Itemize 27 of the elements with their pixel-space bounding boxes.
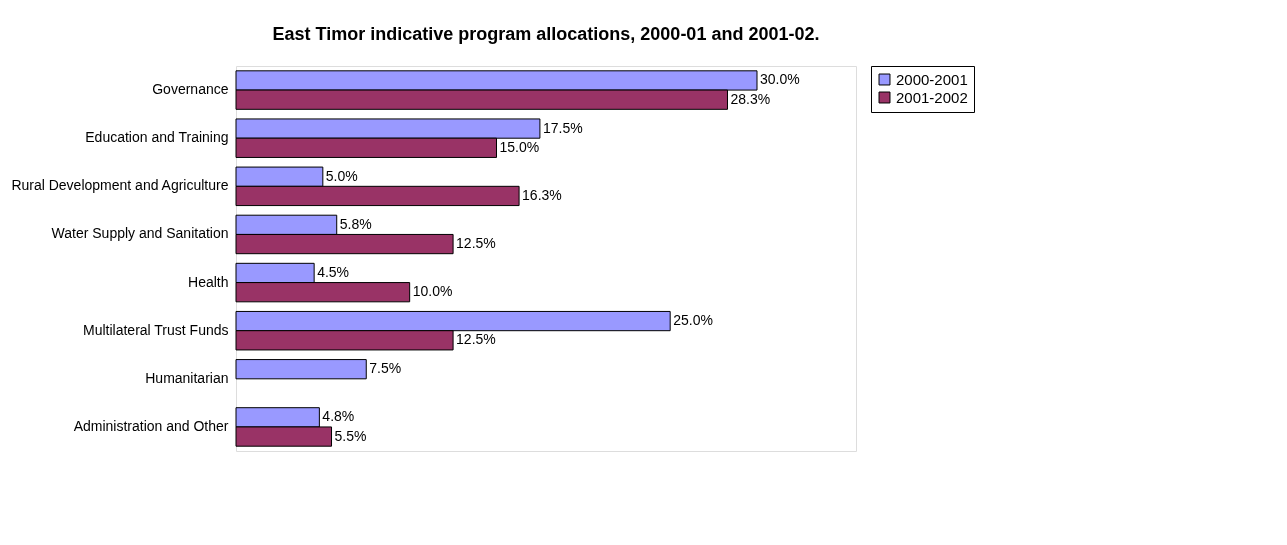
y-tick-label: Education and Training (85, 129, 229, 146)
data-label: 4.8% (322, 408, 355, 425)
data-label: 30.0% (760, 71, 800, 88)
y-tick-label: Health (188, 273, 229, 290)
y-tick-label: Multilateral Trust Funds (83, 321, 229, 338)
data-label: 10.0% (412, 283, 453, 300)
y-tick-label: Governance (152, 81, 229, 98)
data-label: 17.5% (542, 119, 583, 136)
legend-label: 2000-2001 (896, 70, 968, 88)
legend-label: 2001-2002 (896, 88, 968, 106)
data-label: 28.3% (730, 90, 771, 107)
y-tick-label: Administration and Other (73, 417, 229, 434)
data-label: 5.8% (339, 215, 372, 232)
bar (235, 359, 367, 380)
data-label: 4.5% (317, 263, 350, 280)
data-label: 12.5% (456, 331, 496, 348)
y-tick-label: Humanitarian (145, 369, 229, 386)
y-tick-label: Water Supply and Sanitation (51, 225, 229, 242)
y-tick-label: Rural Development and Agriculture (11, 177, 229, 194)
data-label: 7.5% (369, 360, 402, 377)
data-label: 16.3% (522, 186, 562, 203)
chart-title: East Timor indicative program allocations, 2000-01 and 2001-02. (272, 23, 820, 44)
data-label: 5.5% (334, 427, 367, 444)
data-label: 5.0% (325, 167, 358, 184)
data-label: 15.0% (499, 138, 540, 155)
data-label: 12.5% (456, 235, 496, 252)
data-label: 25.0% (673, 312, 713, 329)
